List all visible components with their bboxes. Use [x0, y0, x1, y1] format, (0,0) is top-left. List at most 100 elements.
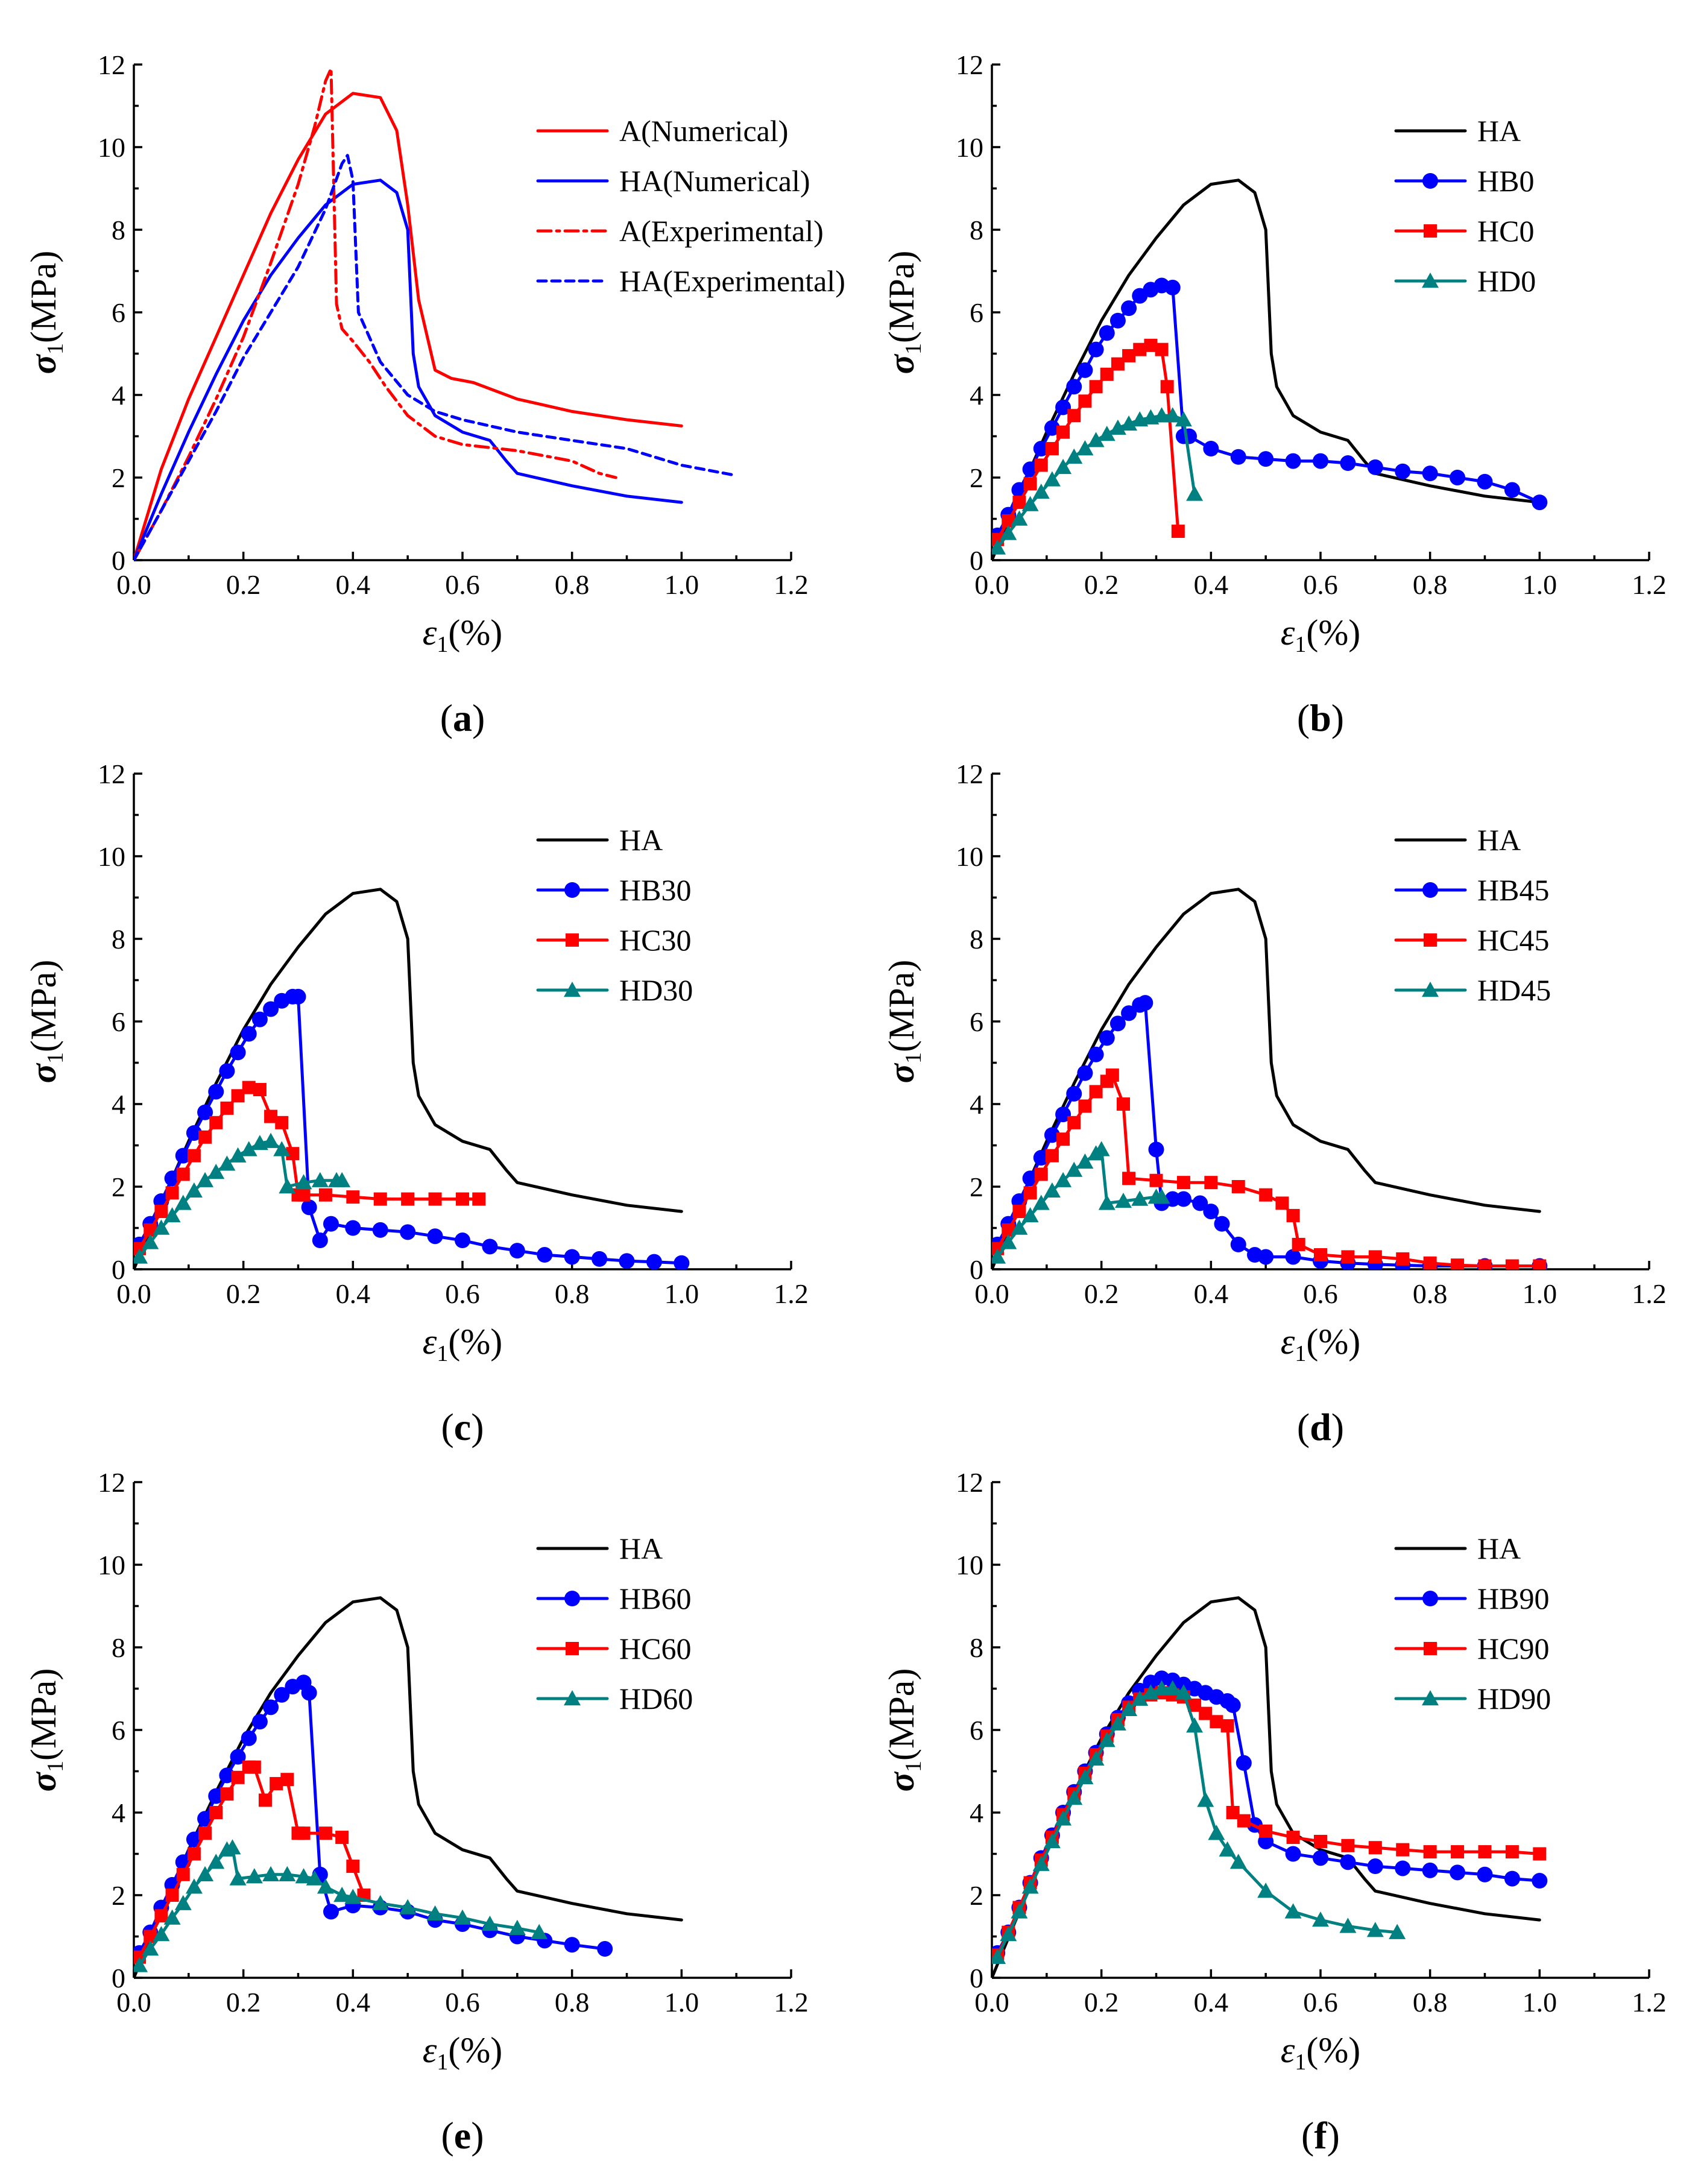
data-point: [1367, 459, 1383, 475]
panel-label-open: (: [440, 696, 453, 739]
panel-label-close: ): [1331, 1406, 1344, 1448]
data-point: [1077, 362, 1093, 378]
y-tick-label: 0: [970, 1963, 983, 1993]
x-tick-label: 0.0: [116, 1987, 151, 2018]
legend-item: HB45: [1394, 873, 1549, 907]
panel-label: (b): [1297, 696, 1344, 739]
data-point: [1230, 449, 1246, 465]
x-tick-label: 0.6: [1303, 1278, 1338, 1309]
legend-item: HD60: [536, 1682, 693, 1715]
data-point: [185, 1182, 203, 1198]
data-point: [1032, 1195, 1050, 1210]
data-point: [280, 1773, 294, 1787]
data-point: [674, 1255, 690, 1269]
data-point: [1424, 224, 1437, 238]
data-point: [295, 1174, 312, 1190]
y-axis-title: σ1(MPa): [882, 960, 926, 1084]
data-point: [1478, 1845, 1492, 1859]
data-point: [1078, 1099, 1092, 1113]
data-point: [1366, 1922, 1384, 1937]
data-point: [1236, 1755, 1252, 1771]
data-point: [1312, 1911, 1329, 1927]
x-axis-unit: (%): [1306, 1322, 1360, 1362]
y-tick-label: 12: [956, 759, 983, 789]
data-point: [456, 1192, 469, 1206]
y-axis-subscript: 1: [901, 343, 926, 355]
x-tick-label: 1.2: [774, 1278, 809, 1309]
data-point: [1087, 1750, 1105, 1766]
x-axis-symbol: ε: [423, 1322, 437, 1362]
data-point: [1422, 1862, 1438, 1878]
y-axis-unit: (MPa): [882, 960, 921, 1052]
data-point: [218, 1155, 236, 1171]
panel-label-letter: c: [454, 1406, 471, 1448]
data-point: [1368, 1250, 1382, 1264]
legend-label: HB90: [1477, 1582, 1549, 1615]
legend-item: A(Numerical): [536, 114, 788, 148]
x-tick-label: 1.0: [1523, 1987, 1557, 2018]
data-point: [311, 1172, 329, 1187]
data-point: [1144, 338, 1158, 352]
panel-label-letter: b: [1310, 696, 1331, 739]
x-tick-label: 0.8: [1413, 1987, 1448, 2018]
x-tick-label: 1.2: [774, 1987, 809, 2018]
chart-panel-b: 0.0 0.2 0.4 0.6 0.8 1.0 1.2024681012ε1(%)σ1(MP…: [882, 49, 1667, 739]
legend-label: HD60: [619, 1682, 693, 1715]
plot-area: [992, 178, 1548, 560]
series-line-ha: [992, 178, 1541, 560]
data-point: [1422, 1591, 1438, 1606]
panel-label-letter: f: [1314, 2114, 1327, 2157]
data-point: [1164, 1680, 1181, 1696]
legend-label: HC30: [619, 923, 691, 957]
data-point: [1023, 477, 1037, 491]
x-axis-subscript: 1: [1295, 632, 1306, 657]
data-point: [165, 1889, 179, 1902]
data-point: [1120, 415, 1138, 431]
data-point: [1000, 1234, 1017, 1249]
data-point: [1011, 1219, 1028, 1235]
y-tick-label: 8: [112, 924, 125, 955]
data-point: [1285, 1846, 1301, 1862]
x-tick-label: 1.2: [1632, 1278, 1667, 1309]
x-tick-label: 0.0: [974, 1278, 1009, 1309]
y-tick-label: 6: [970, 297, 983, 328]
series-line-ha-numerical-: [134, 178, 683, 560]
data-point: [1314, 1248, 1327, 1262]
x-axis-unit: (%): [1306, 2030, 1360, 2070]
data-point: [1121, 300, 1137, 317]
data-point: [134, 1248, 148, 1264]
data-point: [175, 1147, 191, 1164]
data-point: [1078, 394, 1092, 408]
legend-label: HA(Numerical): [619, 164, 810, 198]
data-point: [251, 1714, 268, 1730]
data-point: [992, 1248, 1006, 1264]
y-axis-unit: (MPa): [882, 251, 921, 343]
series-line-hc60: [137, 1766, 365, 1959]
data-point: [1089, 1085, 1103, 1099]
y-axis-unit: (MPa): [24, 1668, 63, 1761]
data-point: [1422, 466, 1438, 482]
data-point: [1450, 1864, 1466, 1881]
data-point: [1292, 1237, 1305, 1251]
data-point: [1100, 367, 1114, 381]
data-point: [1000, 525, 1017, 540]
data-point: [1032, 483, 1050, 499]
data-point: [1478, 1259, 1492, 1269]
data-point: [1153, 1680, 1170, 1696]
data-point: [1422, 1690, 1439, 1706]
data-point: [301, 1685, 317, 1701]
data-point: [400, 1224, 416, 1240]
data-point: [1109, 312, 1126, 329]
data-point: [1237, 1814, 1251, 1828]
data-point: [1477, 473, 1493, 490]
data-point: [176, 1167, 190, 1181]
data-point: [1109, 419, 1126, 435]
data-point: [401, 1192, 415, 1206]
data-point: [142, 1234, 159, 1249]
data-point: [164, 1170, 180, 1187]
data-point: [1533, 1259, 1547, 1269]
legend-item: HD45: [1394, 973, 1551, 1007]
y-tick-label: 8: [112, 1632, 125, 1663]
y-tick-label: 10: [98, 1550, 125, 1580]
data-point: [1021, 1878, 1039, 1894]
